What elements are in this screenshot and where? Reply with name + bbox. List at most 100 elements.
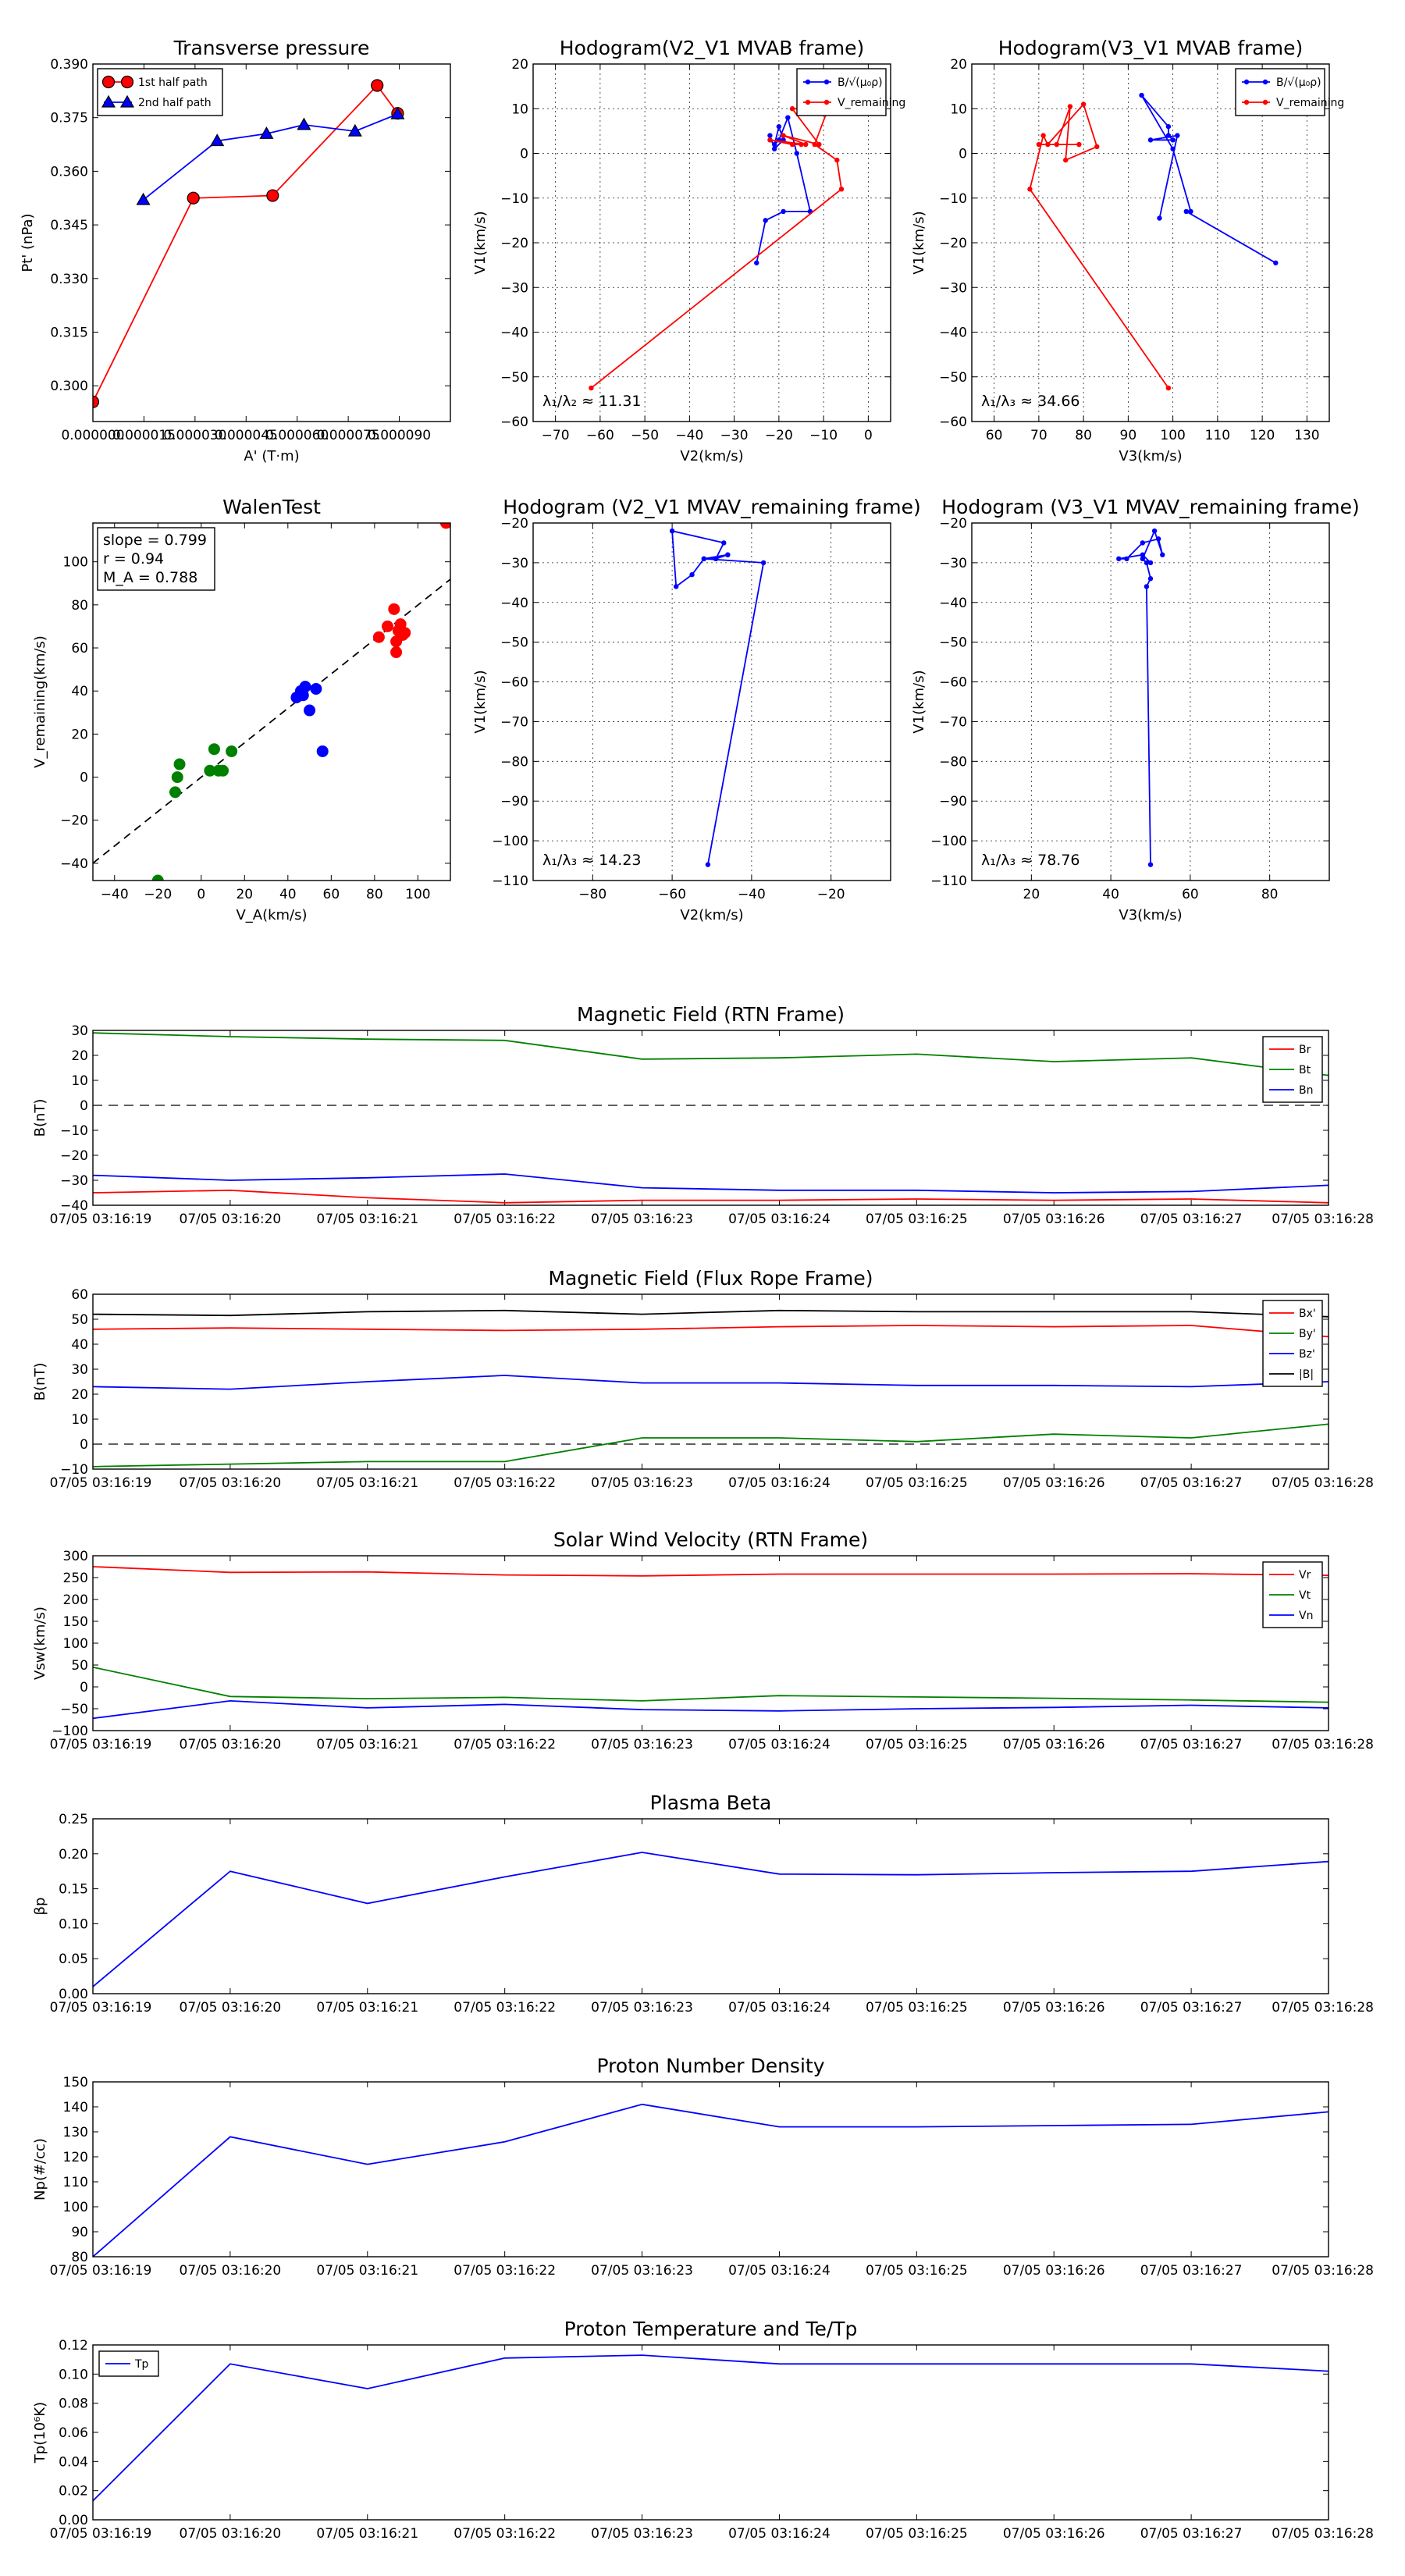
x-tick-label: 40	[1102, 887, 1119, 902]
legend-marker	[805, 79, 811, 85]
y-tick-label: 300	[63, 1549, 88, 1564]
y-tick-label: 150	[63, 2075, 88, 2090]
plot-area	[93, 2103, 1329, 2257]
legend-frame	[1235, 68, 1325, 116]
x-tick-label: 60	[986, 428, 1003, 443]
y-tick-label: 250	[63, 1571, 88, 1586]
data-point	[838, 187, 845, 192]
time-tick-label: 07/05 03:16:27	[1140, 2526, 1243, 2542]
series-line-Br	[93, 1189, 1329, 1204]
time-tick-label: 07/05 03:16:25	[866, 1212, 968, 1227]
y-tick-label: −30	[939, 280, 967, 296]
data-point	[785, 115, 791, 120]
y-tick-label: −50	[500, 370, 528, 386]
time-tick-label: 07/05 03:16:26	[1003, 1212, 1105, 1227]
y-tick-label: 0	[80, 1680, 88, 1695]
series-line-2nd half path	[143, 113, 398, 201]
legend-label: 1st half path	[138, 76, 208, 89]
x-tick-label: 90	[1120, 428, 1137, 443]
time-tick-label: 07/05 03:16:25	[866, 2000, 968, 2016]
plot-frame	[92, 1030, 1329, 1206]
chart-title: Hodogram (V3_V1 MVAV_remaining frame)	[941, 496, 1360, 518]
data-point	[760, 560, 767, 566]
data-point	[1040, 133, 1046, 138]
data-point	[1165, 133, 1172, 138]
y-tick-label: 10	[71, 1412, 88, 1428]
data-point	[1054, 141, 1059, 148]
x-tick-label: 120	[1250, 428, 1275, 443]
y-tick-label: 10	[950, 101, 967, 117]
chart-title: Hodogram(V3_V1 MVAB frame)	[998, 37, 1303, 59]
x-axis-label: V3(km/s)	[1119, 907, 1182, 923]
y-tick-label: −90	[500, 794, 528, 809]
plot-area	[93, 1566, 1329, 1720]
legend-marker	[823, 79, 830, 85]
legend-marker	[1262, 79, 1268, 85]
series-line-|B|	[93, 1309, 1329, 1318]
data-point	[669, 528, 675, 534]
solar-wind-velocity-panel: Solar Wind Velocity (RTN Frame) −100 −50 0 5…	[32, 1528, 1374, 1752]
data-point	[725, 552, 731, 557]
time-tick-label: 07/05 03:16:28	[1272, 1737, 1374, 1752]
data-point	[399, 627, 411, 639]
y-tick-label: 40	[71, 1337, 88, 1353]
data-point	[1094, 144, 1100, 150]
stats-line: r = 0.94	[103, 550, 164, 568]
data-point	[803, 141, 809, 148]
stats-frame	[97, 527, 215, 591]
time-tick-label: 07/05 03:16:25	[866, 2526, 968, 2542]
y-tick-label: 10	[71, 1073, 88, 1089]
legend-label: V_remaining	[1276, 97, 1344, 109]
x-axis-label: V_A(km/s)	[236, 907, 307, 923]
y-axis-label: Vsw(km/s)	[32, 1606, 48, 1680]
magnetic-field-flux-rope-panel: Magnetic Field (Flux Rope Frame) −10 0 10 20…	[32, 1267, 1374, 1491]
y-tick-label: 0.15	[59, 1882, 88, 1898]
data-point	[689, 571, 695, 578]
legend-label: Bn	[1299, 1084, 1313, 1097]
y-tick-label: 130	[63, 2125, 88, 2140]
legend-marker	[823, 99, 830, 105]
time-tick-label: 07/05 03:16:20	[180, 2000, 282, 2016]
legend: Vr Vt Vn	[1262, 1561, 1323, 1628]
legend-label: By'	[1299, 1328, 1316, 1340]
legend: Bx' By' Bz' |B|	[1262, 1300, 1323, 1387]
series-line-Bx'	[93, 1325, 1329, 1338]
plot-area	[93, 1032, 1329, 1204]
data-point	[226, 745, 238, 757]
y-tick-label: 100	[63, 2200, 88, 2215]
y-tick-label: −40	[60, 856, 88, 872]
y-tick-label: 60	[71, 1287, 88, 1303]
time-tick-label: 07/05 03:16:20	[180, 2526, 282, 2542]
legend-marker	[120, 75, 134, 89]
legend-label: B/√(μ₀ρ)	[838, 76, 883, 89]
series-line-path	[671, 530, 765, 865]
data-point	[390, 646, 403, 659]
x-tick-label: 130	[1294, 428, 1319, 443]
y-tick-label: −20	[60, 1148, 88, 1164]
plot-frame	[92, 1818, 1329, 1994]
data-point	[1144, 584, 1150, 589]
x-tick-label: 60	[323, 887, 340, 902]
time-tick-label: 07/05 03:16:24	[728, 1475, 831, 1491]
x-tick-label: 0.000030	[163, 428, 226, 443]
plot-frame	[92, 2081, 1329, 2258]
time-tick-label: 07/05 03:16:21	[316, 2000, 418, 2016]
x-axis-label: A' (T·m)	[244, 448, 299, 464]
plot-frame	[92, 522, 451, 881]
y-tick-label: 10	[511, 101, 528, 117]
y-axis-label: V1(km/s)	[911, 211, 927, 274]
data-point	[1063, 157, 1069, 163]
data-point	[299, 681, 311, 693]
time-tick-label: 07/05 03:16:22	[454, 1737, 556, 1752]
y-tick-label: −20	[939, 516, 967, 532]
y-tick-label: −70	[500, 714, 528, 730]
x-tick-label: −20	[765, 428, 793, 443]
series-line-Vt	[93, 1666, 1329, 1703]
y-tick-label: 20	[511, 57, 528, 73]
legend-label: Vr	[1299, 1569, 1311, 1582]
time-tick-label: 07/05 03:16:26	[1003, 2526, 1105, 2542]
series-line-V_remaining	[590, 108, 842, 389]
x-tick-label: −60	[586, 428, 614, 443]
time-tick-label: 07/05 03:16:27	[1140, 1212, 1243, 1227]
data-point	[767, 133, 773, 138]
